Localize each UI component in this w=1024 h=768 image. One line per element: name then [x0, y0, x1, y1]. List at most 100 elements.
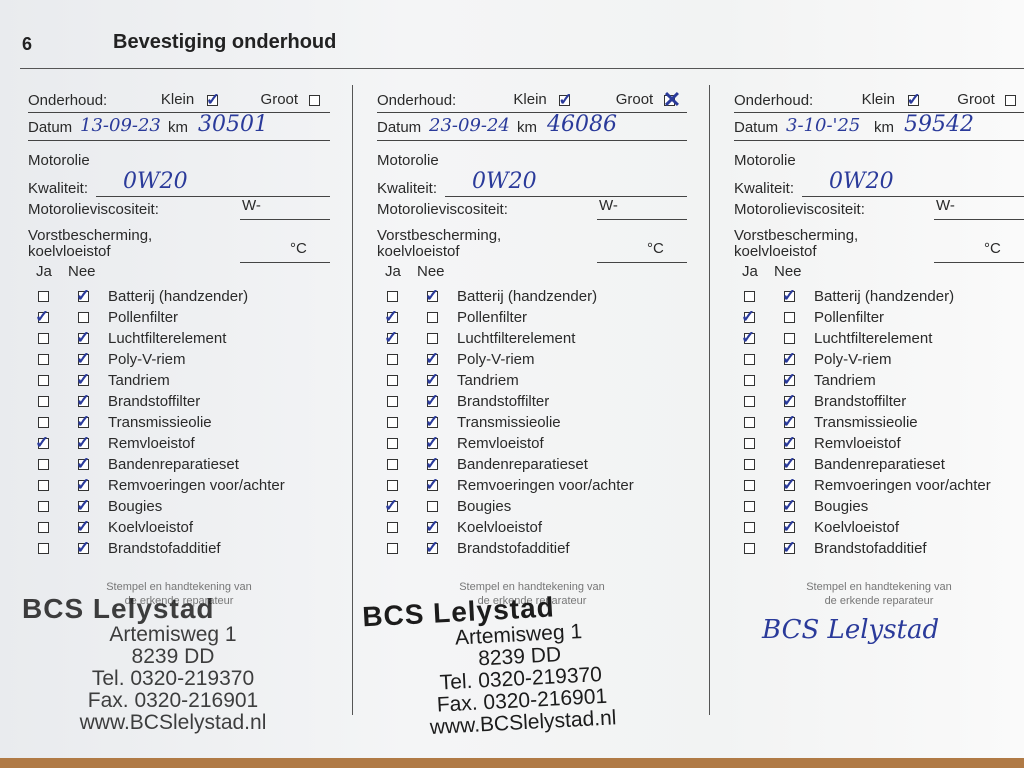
ja-checkbox[interactable]: [387, 375, 398, 386]
nee-checkbox[interactable]: [784, 438, 795, 449]
ja-checkbox[interactable]: [38, 480, 49, 491]
nee-checkbox[interactable]: [427, 291, 438, 302]
klein-checkbox[interactable]: [907, 95, 919, 106]
ja-checkbox[interactable]: [387, 522, 398, 533]
checklist-item-label: Bandenreparatieset: [108, 456, 239, 473]
ja-checkbox[interactable]: [744, 375, 755, 386]
ja-checkbox[interactable]: [38, 522, 49, 533]
ja-checkbox[interactable]: [38, 438, 49, 449]
ja-checkbox[interactable]: [38, 333, 49, 344]
ja-checkbox[interactable]: [744, 459, 755, 470]
nee-checkbox[interactable]: [427, 480, 438, 491]
viscositeit-field[interactable]: [597, 219, 687, 220]
nee-checkbox[interactable]: [427, 501, 438, 512]
ja-checkbox[interactable]: [387, 459, 398, 470]
nee-checkbox[interactable]: [427, 417, 438, 428]
nee-checkbox[interactable]: [427, 354, 438, 365]
groot-checkbox[interactable]: [1005, 95, 1017, 106]
nee-checkbox[interactable]: [78, 354, 89, 365]
nee-checkbox[interactable]: [427, 438, 438, 449]
ja-checkbox[interactable]: [38, 396, 49, 407]
nee-checkbox[interactable]: [78, 501, 89, 512]
nee-checkbox[interactable]: [78, 480, 89, 491]
ja-checkbox[interactable]: [38, 543, 49, 554]
km-value[interactable]: 46086: [547, 112, 617, 137]
nee-checkbox[interactable]: [78, 291, 89, 302]
nee-checkbox[interactable]: [784, 480, 795, 491]
ja-checkbox[interactable]: [387, 312, 398, 323]
nee-checkbox[interactable]: [784, 417, 795, 428]
ja-checkbox[interactable]: [38, 501, 49, 512]
ja-checkbox[interactable]: [744, 438, 755, 449]
vorst-field[interactable]: [597, 262, 687, 263]
nee-checkbox[interactable]: [784, 333, 795, 344]
ja-checkbox[interactable]: [744, 480, 755, 491]
datum-value[interactable]: 23-09-24: [429, 115, 510, 136]
kwaliteit-value[interactable]: 0W20: [829, 169, 894, 194]
viscositeit-field[interactable]: [240, 219, 330, 220]
nee-checkbox[interactable]: [78, 375, 89, 386]
ja-checkbox[interactable]: [387, 501, 398, 512]
nee-checkbox[interactable]: [427, 522, 438, 533]
vorst-field[interactable]: [934, 262, 1024, 263]
km-value[interactable]: 30501: [198, 112, 268, 137]
ja-checkbox[interactable]: [387, 291, 398, 302]
nee-checkbox[interactable]: [78, 543, 89, 554]
datum-value[interactable]: 13-09-23: [80, 115, 161, 136]
nee-checkbox[interactable]: [78, 312, 89, 323]
nee-checkbox[interactable]: [427, 459, 438, 470]
nee-checkbox[interactable]: [78, 396, 89, 407]
nee-checkbox[interactable]: [784, 501, 795, 512]
ja-checkbox[interactable]: [744, 417, 755, 428]
nee-checkbox[interactable]: [78, 459, 89, 470]
nee-checkbox[interactable]: [78, 333, 89, 344]
nee-checkbox[interactable]: [784, 396, 795, 407]
ja-checkbox[interactable]: [38, 417, 49, 428]
viscositeit-field[interactable]: [934, 219, 1024, 220]
ja-checkbox[interactable]: [387, 417, 398, 428]
ja-checkbox[interactable]: [38, 291, 49, 302]
nee-checkbox[interactable]: [784, 291, 795, 302]
klein-checkbox[interactable]: [206, 95, 218, 106]
nee-checkbox[interactable]: [784, 312, 795, 323]
ja-checkbox[interactable]: [744, 291, 755, 302]
nee-checkbox[interactable]: [427, 375, 438, 386]
nee-checkbox[interactable]: [784, 543, 795, 554]
groot-checkbox[interactable]: [663, 95, 675, 106]
nee-checkbox[interactable]: [427, 396, 438, 407]
ja-checkbox[interactable]: [38, 312, 49, 323]
datum-value[interactable]: 3-10-'25: [786, 115, 861, 136]
ja-checkbox[interactable]: [38, 459, 49, 470]
ja-checkbox[interactable]: [744, 543, 755, 554]
ja-checkbox[interactable]: [744, 354, 755, 365]
ja-checkbox[interactable]: [387, 354, 398, 365]
nee-checkbox[interactable]: [784, 459, 795, 470]
nee-checkbox[interactable]: [784, 375, 795, 386]
nee-checkbox[interactable]: [427, 543, 438, 554]
vorst-field[interactable]: [240, 262, 330, 263]
ja-checkbox[interactable]: [744, 333, 755, 344]
ja-checkbox[interactable]: [38, 375, 49, 386]
nee-checkbox[interactable]: [78, 438, 89, 449]
ja-checkbox[interactable]: [387, 333, 398, 344]
ja-checkbox[interactable]: [387, 438, 398, 449]
ja-checkbox[interactable]: [38, 354, 49, 365]
nee-checkbox[interactable]: [78, 522, 89, 533]
nee-checkbox[interactable]: [784, 354, 795, 365]
nee-checkbox[interactable]: [427, 312, 438, 323]
nee-checkbox[interactable]: [427, 333, 438, 344]
ja-checkbox[interactable]: [744, 501, 755, 512]
kwaliteit-value[interactable]: 0W20: [472, 169, 537, 194]
ja-checkbox[interactable]: [744, 396, 755, 407]
ja-checkbox[interactable]: [387, 480, 398, 491]
ja-checkbox[interactable]: [387, 543, 398, 554]
km-value[interactable]: 59542: [904, 112, 974, 137]
klein-checkbox[interactable]: [559, 95, 571, 106]
nee-checkbox[interactable]: [784, 522, 795, 533]
groot-checkbox[interactable]: [308, 95, 320, 106]
kwaliteit-value[interactable]: 0W20: [123, 169, 188, 194]
ja-checkbox[interactable]: [744, 312, 755, 323]
nee-checkbox[interactable]: [78, 417, 89, 428]
ja-checkbox[interactable]: [744, 522, 755, 533]
ja-checkbox[interactable]: [387, 396, 398, 407]
